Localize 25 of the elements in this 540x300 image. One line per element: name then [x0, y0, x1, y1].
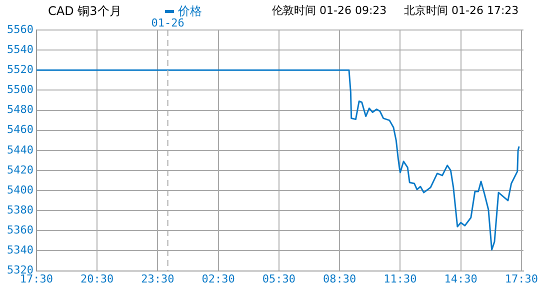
y-tick-label: 5400 [6, 183, 34, 196]
legend-label: 价格 [177, 3, 202, 18]
y-tick-label: 5480 [6, 103, 34, 116]
text: 北京时间 01-26 17:23 [404, 3, 519, 18]
x-tick-label: 20:30 [80, 272, 114, 286]
y-tick-label: 5380 [6, 203, 34, 216]
y-tick-label: 5520 [6, 62, 34, 76]
x-tick-label: 02:30 [202, 272, 235, 286]
chart-title: CAD 铜3个月 [48, 3, 122, 20]
x-tick-label: 11:30 [384, 272, 417, 286]
x-tick-label: 08:30 [323, 272, 356, 286]
text: 伦敦时间 01-26 09:23 [272, 3, 387, 18]
y-tick-label: 5560 [6, 22, 34, 36]
y-tick-label: 5440 [6, 143, 34, 156]
y-tick-label: 5360 [6, 224, 34, 237]
y-tick-label: 5340 [6, 244, 34, 257]
x-tick-label: 14:30 [444, 272, 478, 286]
x-tick-label: 23:30 [141, 272, 174, 286]
y-tick-label: 5420 [6, 163, 34, 176]
x-tick-label: 17:30 [504, 272, 538, 286]
y-tick-label: 5500 [6, 83, 34, 96]
y-tick-label: 5540 [6, 42, 34, 56]
ref-line-label: 01-26 [151, 16, 184, 30]
y-tick-label: 5460 [6, 123, 34, 136]
x-tick-label: 05:30 [262, 272, 296, 286]
